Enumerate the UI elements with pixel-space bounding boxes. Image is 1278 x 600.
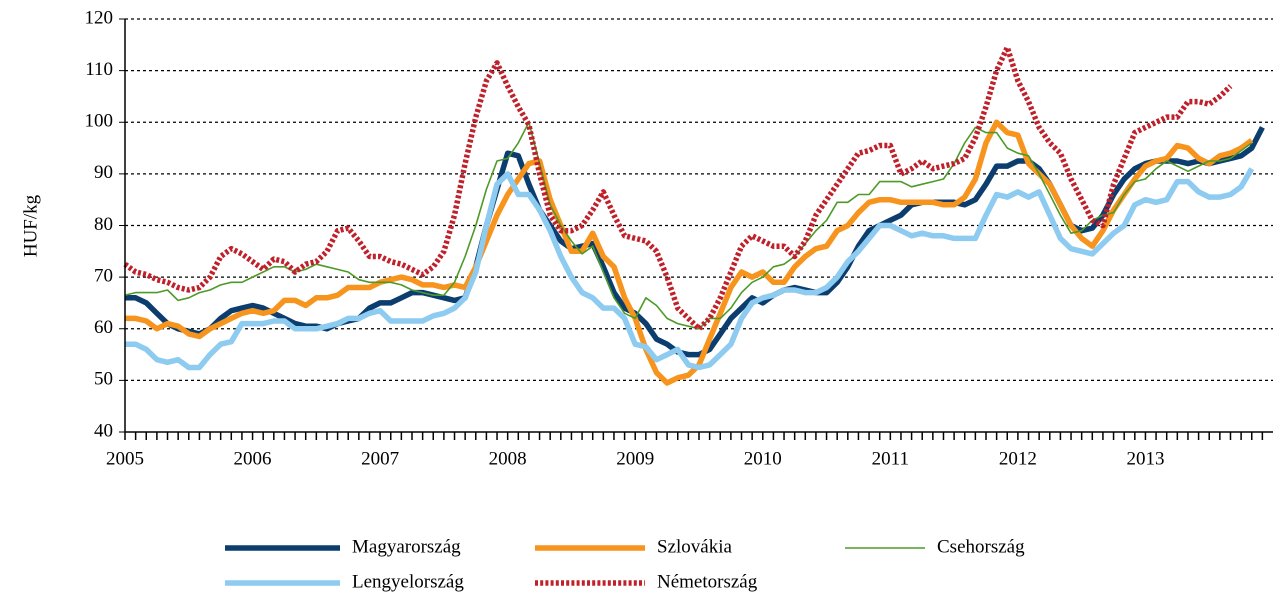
y-tick-label: 80 (94, 214, 113, 235)
series-line (125, 167, 1255, 371)
y-tick-label: 90 (94, 162, 113, 183)
y-tick-label: 100 (85, 111, 114, 132)
y-tick-label: 120 (85, 7, 114, 28)
x-tick-label: 2005 (106, 448, 144, 469)
y-tick-label: 50 (94, 369, 113, 390)
y-tick-label: 110 (85, 59, 113, 80)
y-tick-label: 70 (94, 265, 113, 286)
legend-label: Lengyelország (352, 571, 464, 592)
y-tick-label: 60 (94, 317, 113, 338)
x-tick-label: 2006 (234, 448, 272, 469)
x-tick-label: 2013 (1126, 448, 1164, 469)
x-tick-label: 2009 (616, 448, 654, 469)
x-tick-label: 2007 (361, 448, 399, 469)
x-tick-label: 2012 (999, 448, 1037, 469)
series-line (123, 44, 1233, 332)
series-line (125, 119, 1254, 386)
y-axis-label: HUF/kg (20, 194, 41, 257)
legend-label: Magyarország (352, 536, 461, 557)
x-tick-label: 2011 (872, 448, 909, 469)
legend-label: Csehország (937, 536, 1025, 557)
y-tick-label: 40 (94, 420, 113, 441)
legend-label: Szlovákia (657, 536, 732, 557)
x-tick-label: 2008 (489, 448, 527, 469)
legend-label: Németország (657, 571, 758, 592)
x-tick-label: 2010 (744, 448, 782, 469)
series-line (124, 121, 1253, 330)
